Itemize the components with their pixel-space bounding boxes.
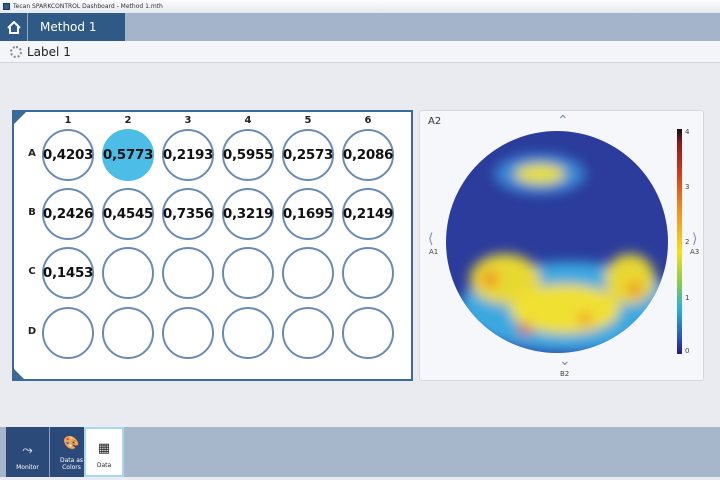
prev-well-label: A1 bbox=[429, 248, 439, 256]
well-C4[interactable] bbox=[222, 247, 274, 299]
well-B5[interactable]: 0,1695 bbox=[282, 188, 334, 240]
heatmap-title: A2 bbox=[428, 116, 442, 127]
app-icon bbox=[3, 3, 10, 10]
column-label: 3 bbox=[184, 115, 192, 126]
tab-label: Monitor bbox=[16, 464, 39, 471]
scale-tick: 4 bbox=[685, 128, 690, 136]
well-C3[interactable] bbox=[162, 247, 214, 299]
monitor-icon: ⤳ bbox=[22, 443, 33, 458]
well-heatmap-panel: A2 ⌃ ⟨ A1 ⟩ A3 ⌄ B2 4 3 2 1 0 bbox=[419, 110, 704, 381]
well-A1[interactable]: 0,4203 bbox=[42, 129, 94, 181]
bottom-toolbar: ⤳ Monitor 🎨 Data as Colors ▦ Data bbox=[0, 427, 720, 477]
chevron-up-icon[interactable]: ⌃ bbox=[557, 113, 569, 129]
palette-icon: 🎨 bbox=[63, 436, 80, 451]
well-B6[interactable]: 0,2149 bbox=[342, 188, 394, 240]
well-A3[interactable]: 0,2193 bbox=[162, 129, 214, 181]
well-D6[interactable] bbox=[342, 307, 394, 359]
window-titlebar: Tecan SPARKCONTROL Dashboard - Method 1.… bbox=[0, 0, 720, 13]
well-D1[interactable] bbox=[42, 307, 94, 359]
row-label: A bbox=[28, 148, 36, 159]
label-title: Label 1 bbox=[27, 44, 71, 59]
plate-corner-marker bbox=[12, 367, 26, 381]
column-label: 2 bbox=[124, 115, 132, 126]
nav-bar: Method 1 bbox=[0, 13, 720, 41]
label-row: Label 1 bbox=[0, 41, 720, 63]
well-A2[interactable]: 0,5773 bbox=[102, 129, 154, 181]
tab-label: Data bbox=[96, 462, 112, 469]
well-C1[interactable]: 0,1453 bbox=[42, 247, 94, 299]
window-title: Tecan SPARKCONTROL Dashboard - Method 1.… bbox=[13, 3, 163, 10]
color-scale-bar bbox=[677, 129, 682, 354]
below-well-label: B2 bbox=[560, 370, 570, 378]
grid-hand-icon: ▦ bbox=[97, 441, 111, 456]
well-D5[interactable] bbox=[282, 307, 334, 359]
well-B2[interactable]: 0,4545 bbox=[102, 188, 154, 240]
well-C6[interactable] bbox=[342, 247, 394, 299]
home-button[interactable] bbox=[0, 13, 28, 41]
well-D4[interactable] bbox=[222, 307, 274, 359]
row-label: D bbox=[27, 326, 37, 337]
well-C2[interactable] bbox=[102, 247, 154, 299]
column-label: 1 bbox=[64, 115, 72, 126]
column-label: 6 bbox=[364, 115, 372, 126]
heatmap-image bbox=[446, 131, 668, 353]
monitor-tab[interactable]: ⤳ Monitor bbox=[6, 427, 50, 477]
loading-spinner-icon bbox=[10, 45, 22, 58]
well-A4[interactable]: 0,5955 bbox=[222, 129, 274, 181]
scale-tick: 2 bbox=[685, 238, 690, 246]
scale-tick: 3 bbox=[685, 183, 690, 191]
home-icon bbox=[6, 20, 21, 34]
well-A5[interactable]: 0,2573 bbox=[282, 129, 334, 181]
chevron-right-icon[interactable]: ⟩ bbox=[692, 231, 698, 247]
scale-tick: 0 bbox=[685, 347, 690, 355]
data-tab[interactable]: ▦ Data bbox=[84, 427, 124, 477]
row-label: B bbox=[28, 207, 36, 218]
scale-tick: 1 bbox=[685, 294, 690, 302]
well-D3[interactable] bbox=[162, 307, 214, 359]
well-D2[interactable] bbox=[102, 307, 154, 359]
chevron-left-icon[interactable]: ⟨ bbox=[428, 231, 434, 247]
row-label: C bbox=[28, 266, 36, 277]
tab-label: Data as Colors bbox=[59, 457, 84, 471]
well-B3[interactable]: 0,7356 bbox=[162, 188, 214, 240]
next-well-label: A3 bbox=[690, 248, 700, 256]
well-B4[interactable]: 0,3219 bbox=[222, 188, 274, 240]
plate-menu-icon[interactable] bbox=[12, 110, 28, 126]
well-A6[interactable]: 0,2086 bbox=[342, 129, 394, 181]
column-label: 4 bbox=[244, 115, 252, 126]
plate-view: 1 2 3 4 5 6 A 0,4203 0,5773 0,2193 0,5955 0,2573 0,2… bbox=[12, 110, 413, 381]
method-tab[interactable]: Method 1 bbox=[0, 13, 125, 41]
chevron-down-icon[interactable]: ⌄ bbox=[559, 353, 571, 369]
column-label: 5 bbox=[304, 115, 312, 126]
well-C5[interactable] bbox=[282, 247, 334, 299]
well-B1[interactable]: 0,2426 bbox=[42, 188, 94, 240]
method-tab-label: Method 1 bbox=[40, 20, 97, 34]
